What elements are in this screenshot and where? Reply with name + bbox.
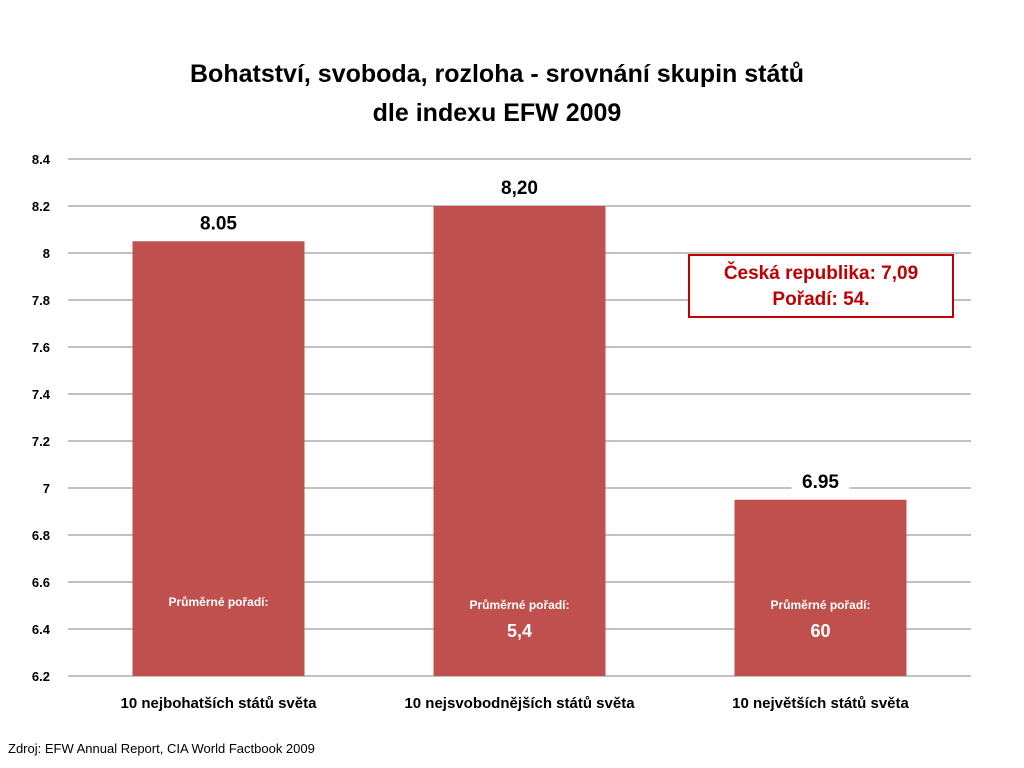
source-note: Zdroj: EFW Annual Report, CIA World Fact… <box>8 741 315 756</box>
bar <box>433 206 606 676</box>
callout-line2: Pořadí: 54. <box>772 289 870 310</box>
data-label: 8,20 <box>501 178 538 199</box>
y-tick-label: 8.2 <box>32 199 50 214</box>
data-label: 6.95 <box>802 472 839 493</box>
y-tick-label: 6.6 <box>32 575 50 590</box>
chart-title-line2: dle indexu EFW 2009 <box>373 99 622 127</box>
inner-rank-label: Průměrné pořadí: <box>469 598 569 612</box>
x-category-label: 10 nejsvobodnějších států světa <box>404 695 635 712</box>
y-tick-label: 7 <box>43 481 50 496</box>
data-label-background <box>189 209 248 236</box>
y-tick-label: 7.4 <box>32 387 51 402</box>
bar <box>734 499 907 676</box>
data-label: 8.05 <box>200 213 237 234</box>
bar <box>132 241 305 676</box>
y-tick-label: 7.6 <box>32 340 50 355</box>
inner-rank-value: 5,4 <box>507 621 532 641</box>
y-tick-label: 7.2 <box>32 434 50 449</box>
czech-republic-callout: Česká republika: 7,09 Pořadí: 54. <box>688 254 954 318</box>
data-label-background <box>490 174 549 200</box>
x-category-label: 10 nejbohatších států světa <box>121 695 318 712</box>
x-axis-labels: 10 nejbohatších států světa 10 nejsvobodn… <box>121 695 910 712</box>
inner-rank-label: Průměrné pořadí: <box>168 595 268 609</box>
inner-rank-value: 60 <box>810 621 830 641</box>
bars: 8.05 Průměrné pořadí: 8,20 Průměrné pořadí:… <box>132 174 907 676</box>
data-label-background <box>791 467 850 494</box>
y-tick-label: 8.4 <box>32 152 51 167</box>
y-tick-label: 7.8 <box>32 293 50 308</box>
y-tick-label: 6.8 <box>32 528 50 543</box>
callout-line1: Česká republika: 7,09 <box>723 263 919 284</box>
chart-title-line1: Bohatství, svoboda, rozloha - srovnání s… <box>190 60 804 88</box>
y-tick-label: 6.4 <box>32 622 51 637</box>
y-tick-label: 8 <box>43 246 50 261</box>
y-axis-ticks: 6.2 6.4 6.6 6.8 7 7.2 7.4 7.6 7.8 8 8.2 8.4 <box>32 152 51 684</box>
y-tick-label: 6.2 <box>32 669 50 684</box>
x-category-label: 10 největších států světa <box>732 695 909 712</box>
inner-rank-label: Průměrné pořadí: <box>770 598 870 612</box>
